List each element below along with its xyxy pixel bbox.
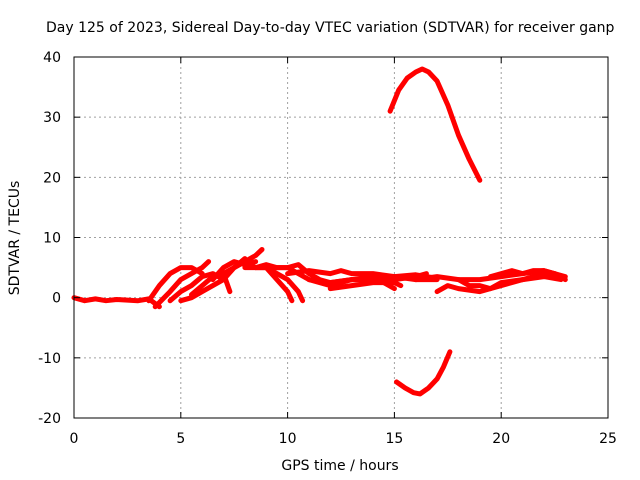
y-tick-label: 20 — [43, 170, 61, 186]
x-tick-label: 25 — [599, 431, 617, 447]
y-tick-label: 30 — [43, 110, 61, 126]
y-axis-label: SDTVAR / TECUs — [7, 181, 23, 296]
x-tick-label: 10 — [279, 431, 297, 447]
grid — [74, 57, 608, 418]
y-tick-label: -10 — [38, 351, 61, 367]
y-tick-labels: -20 -10 0 10 20 30 40 — [38, 50, 61, 427]
series-arc-13 — [285, 268, 440, 283]
y-tick-label: 40 — [43, 50, 61, 66]
x-axis-label: GPS time / hours — [281, 458, 398, 474]
x-tick-label: 0 — [70, 431, 79, 447]
y-tick-label: 10 — [43, 231, 61, 247]
chart-title: Day 125 of 2023, Sidereal Day-to-day VTE… — [46, 20, 615, 36]
y-tick-label: -20 — [38, 411, 61, 427]
series-arc-3 — [152, 259, 212, 310]
x-tick-label: 5 — [176, 431, 185, 447]
series-arc-1 — [71, 295, 162, 310]
series-arc-20 — [387, 66, 483, 183]
series-arc-15 — [327, 280, 404, 292]
x-tick-label: 15 — [385, 431, 403, 447]
series-arc-21 — [394, 349, 453, 397]
series-arc-19 — [488, 268, 568, 283]
x-tick-label: 20 — [492, 431, 510, 447]
y-tick-label: 0 — [52, 291, 61, 307]
series-arc-2 — [146, 265, 205, 304]
data-series — [71, 66, 568, 397]
axis-ticks — [73, 56, 609, 419]
x-tick-labels: 0 5 10 15 20 25 — [70, 431, 617, 447]
